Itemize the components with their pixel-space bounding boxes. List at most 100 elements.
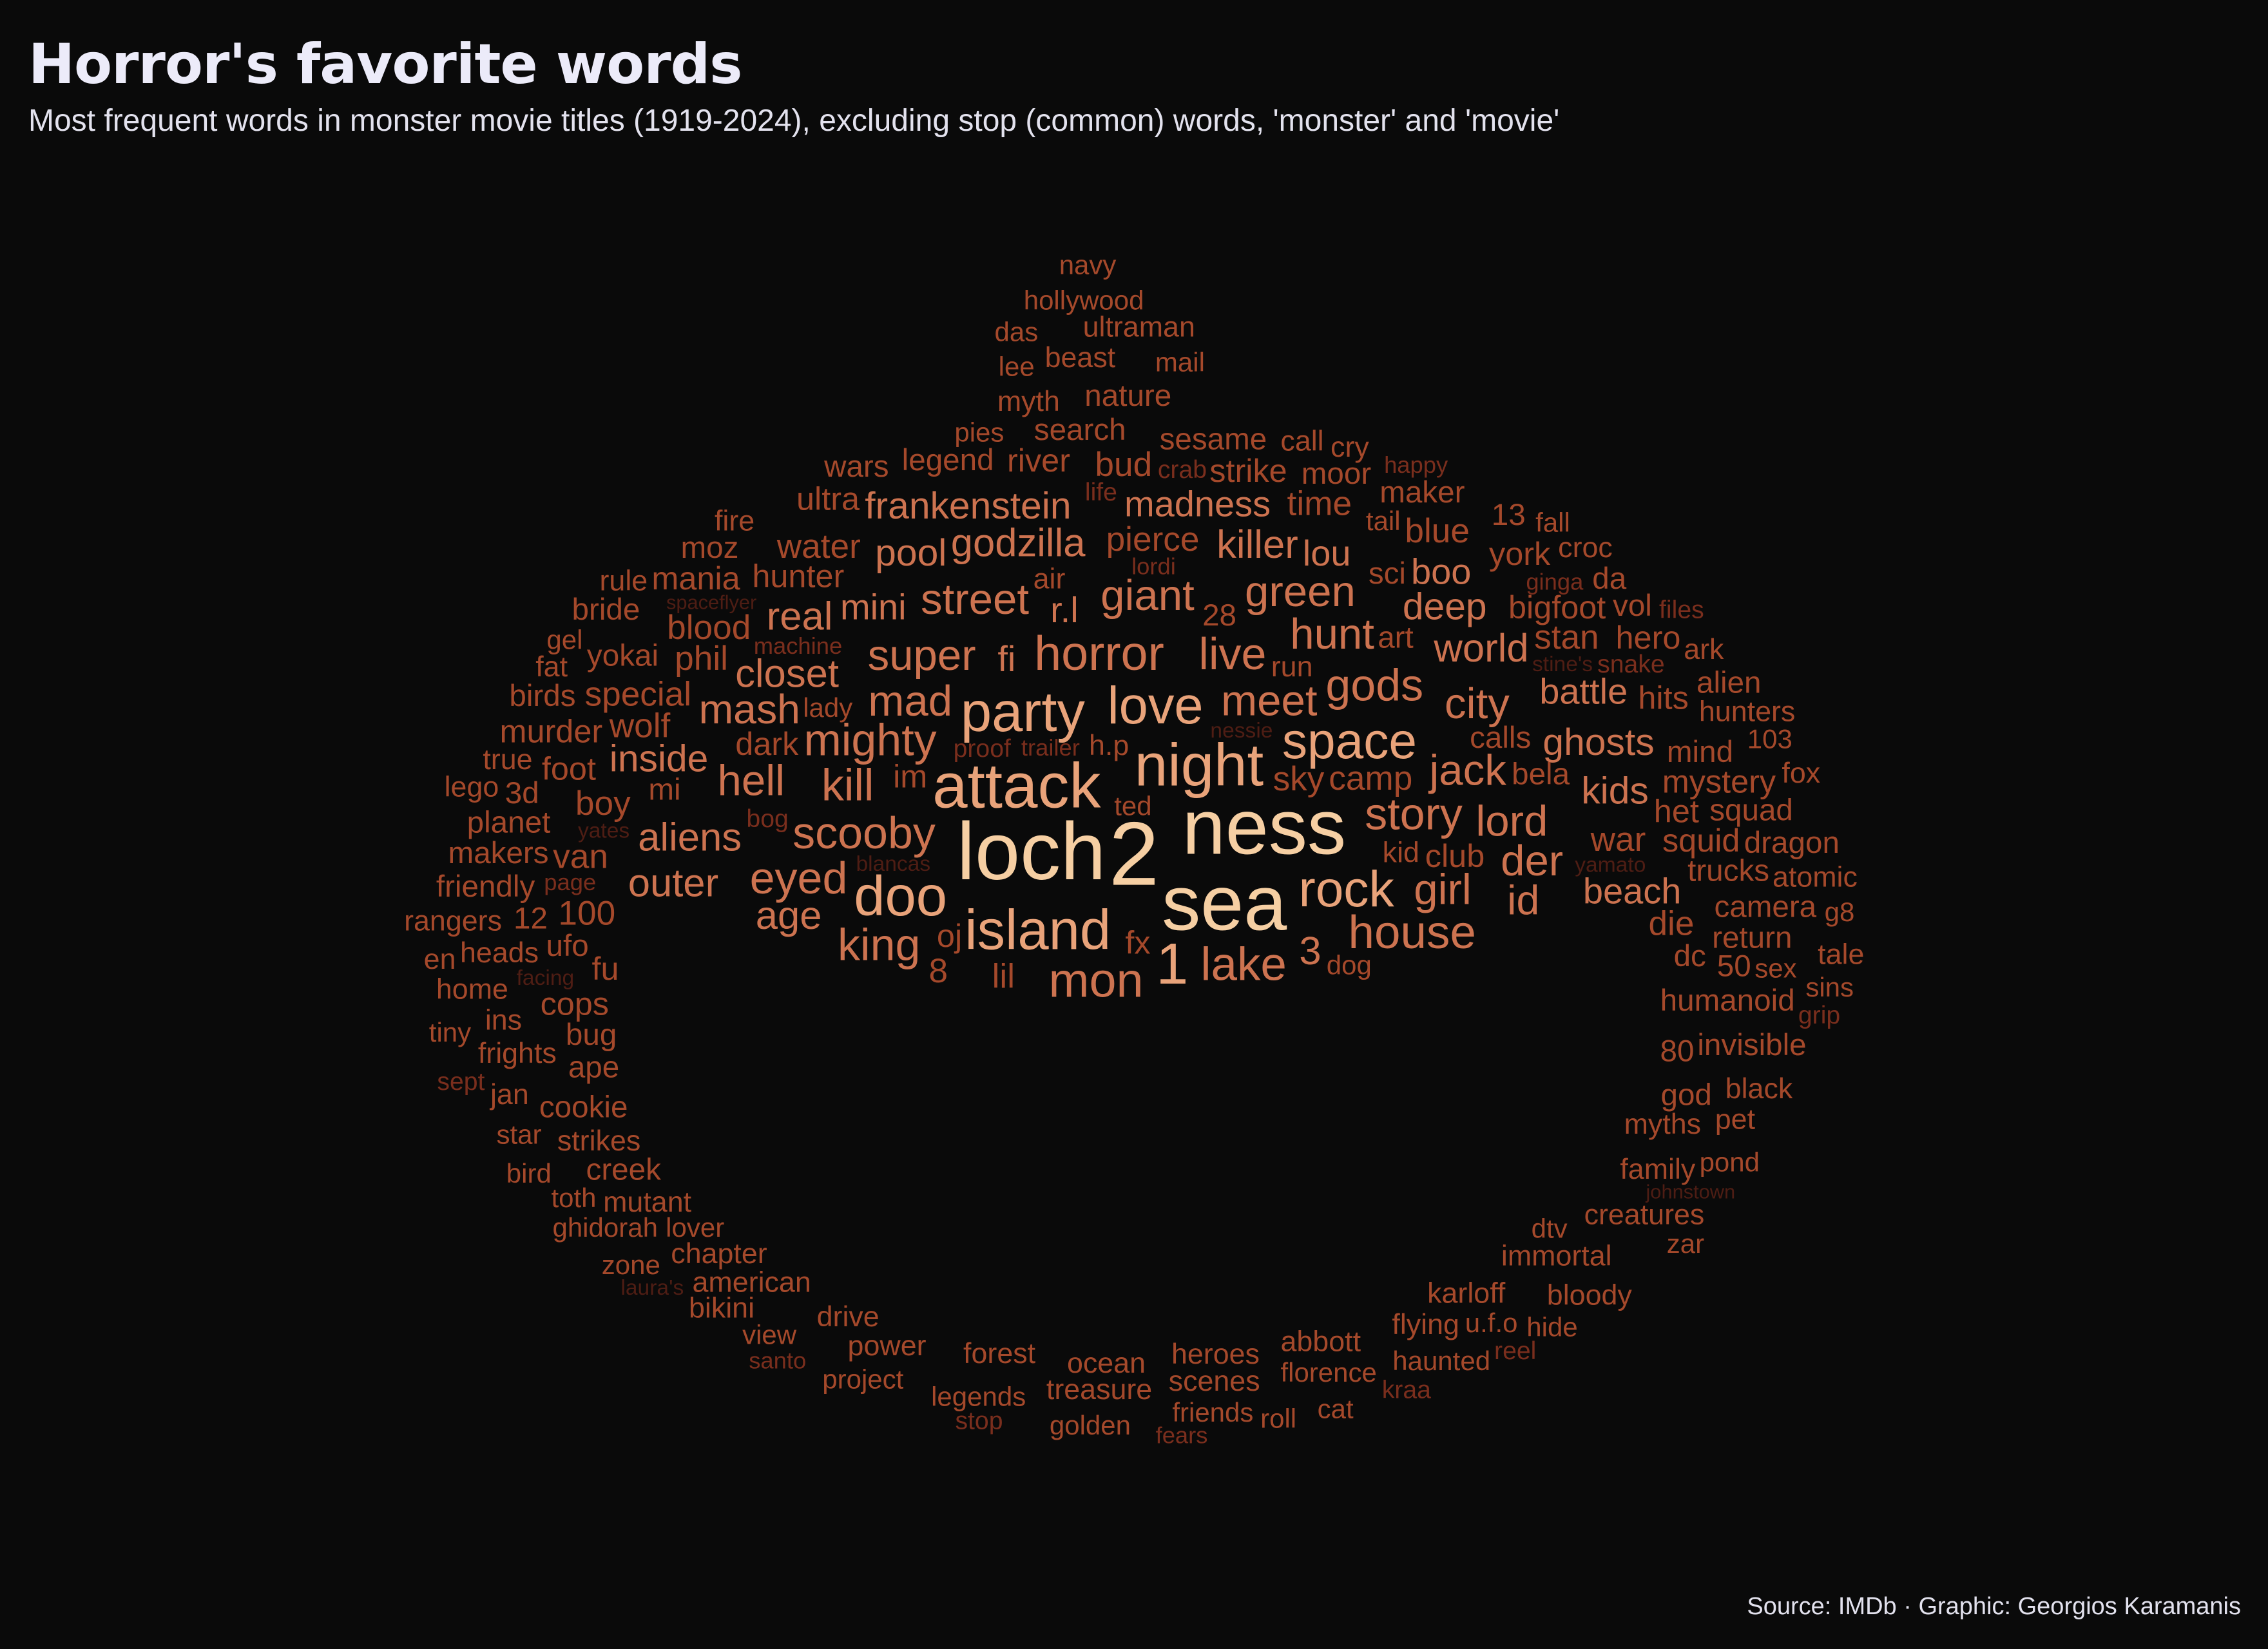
word-strikes: strikes	[557, 1125, 640, 1157]
word-ocean: ocean	[1067, 1347, 1146, 1379]
word-kraa: kraa	[1382, 1377, 1431, 1404]
word-dog: dog	[1327, 949, 1372, 980]
word-god: god	[1660, 1078, 1711, 1112]
word-machine: machine	[754, 633, 843, 659]
word-h-p: h.p	[1089, 729, 1129, 761]
word-100: 100	[558, 895, 615, 933]
word-sex: sex	[1754, 953, 1796, 983]
word-mania: mania	[651, 560, 740, 596]
word-mind: mind	[1667, 735, 1733, 769]
word-closet: closet	[735, 652, 839, 696]
word-chapter: chapter	[671, 1237, 767, 1270]
word-reel: reel	[1494, 1337, 1536, 1365]
word-mutant: mutant	[603, 1186, 692, 1218]
word-zar: zar	[1667, 1228, 1704, 1259]
word-war: war	[1590, 821, 1646, 859]
word-bug: bug	[566, 1018, 617, 1052]
word-sci: sci	[1369, 557, 1406, 591]
word-28: 28	[1202, 598, 1236, 633]
word-santo: santo	[749, 1348, 806, 1374]
word-het: het	[1654, 793, 1699, 830]
word-squid: squid	[1662, 822, 1740, 859]
word-kid: kid	[1383, 837, 1419, 869]
word-street: street	[921, 575, 1029, 624]
word-ins: ins	[485, 1004, 522, 1036]
word-creek: creek	[586, 1153, 662, 1187]
word-dark: dark	[735, 725, 799, 762]
word-fears: fears	[1156, 1422, 1208, 1448]
word-jack: jack	[1428, 746, 1506, 794]
word-party: party	[961, 681, 1086, 743]
word-abbott: abbott	[1280, 1326, 1361, 1358]
word-cat: cat	[1318, 1394, 1354, 1424]
word-files: files	[1659, 596, 1704, 624]
word-dragon: dragon	[1744, 826, 1840, 860]
word-hunters: hunters	[1699, 696, 1795, 728]
word-sea: sea	[1162, 860, 1287, 947]
word-3: 3	[1299, 929, 1321, 973]
word-birds: birds	[509, 679, 575, 713]
word-maker: maker	[1379, 475, 1465, 510]
word-van: van	[553, 837, 608, 875]
word-blue: blue	[1405, 512, 1470, 550]
word-ghosts: ghosts	[1542, 721, 1654, 763]
word-super: super	[868, 631, 976, 680]
word-13: 13	[1492, 498, 1526, 532]
word-stop: stop	[955, 1407, 1003, 1435]
word-2: 2	[1109, 803, 1159, 904]
word-lou: lou	[1303, 533, 1351, 573]
word-fu: fu	[591, 950, 619, 987]
word-frankenstein: frankenstein	[865, 485, 1071, 527]
word-das: das	[995, 317, 1039, 347]
word-lee: lee	[999, 351, 1035, 381]
word-aliens: aliens	[638, 815, 742, 859]
word-squad: squad	[1709, 794, 1793, 828]
word-zone: zone	[602, 1250, 660, 1280]
word-ape: ape	[568, 1050, 619, 1084]
word-spaceflyer: spaceflyer	[666, 591, 756, 613]
word-world: world	[1433, 626, 1528, 671]
word-haunted: haunted	[1392, 1346, 1490, 1376]
word-mash: mash	[699, 686, 800, 732]
word-star: star	[496, 1119, 541, 1149]
word-love: love	[1108, 677, 1204, 735]
word-makers: makers	[448, 836, 549, 870]
word-girl: girl	[1414, 866, 1472, 914]
word-godzilla: godzilla	[951, 521, 1086, 566]
word-yamato: yamato	[1575, 853, 1646, 877]
word-proof: proof	[954, 735, 1011, 763]
word-city: city	[1445, 680, 1510, 728]
word-1: 1	[1156, 931, 1188, 996]
word-madness: madness	[1124, 484, 1271, 524]
word-friendly: friendly	[436, 870, 535, 904]
word-bikini: bikini	[689, 1292, 754, 1324]
word-gods: gods	[1325, 660, 1423, 710]
word-island: island	[965, 899, 1111, 962]
word-vol: vol	[1613, 589, 1652, 623]
word-trailer: trailer	[1021, 734, 1080, 761]
word-boo: boo	[1411, 551, 1471, 592]
word-humanoid: humanoid	[1660, 984, 1795, 1018]
word-art: art	[1378, 620, 1414, 654]
word-home: home	[436, 973, 508, 1006]
word-planet: planet	[467, 806, 551, 840]
word-der: der	[1501, 837, 1563, 885]
word-wolf: wolf	[609, 707, 671, 745]
word-lady: lady	[803, 692, 852, 723]
word-trucks: trucks	[1687, 854, 1769, 888]
word-wars: wars	[823, 450, 889, 484]
word-view: view	[742, 1319, 797, 1349]
word-stan: stan	[1534, 618, 1599, 656]
word-happy: happy	[1384, 452, 1448, 478]
word-kids: kids	[1581, 770, 1649, 812]
word-scooby: scooby	[793, 808, 936, 858]
word-ultra: ultra	[796, 481, 860, 517]
word-deep: deep	[1403, 586, 1487, 628]
word-doo: doo	[854, 865, 947, 928]
word-myth: myth	[997, 385, 1060, 417]
word-bride: bride	[572, 593, 640, 627]
word-en: en	[424, 943, 456, 975]
word-project: project	[822, 1364, 903, 1394]
word-battle: battle	[1539, 671, 1628, 712]
word-sesame: sesame	[1160, 422, 1267, 456]
